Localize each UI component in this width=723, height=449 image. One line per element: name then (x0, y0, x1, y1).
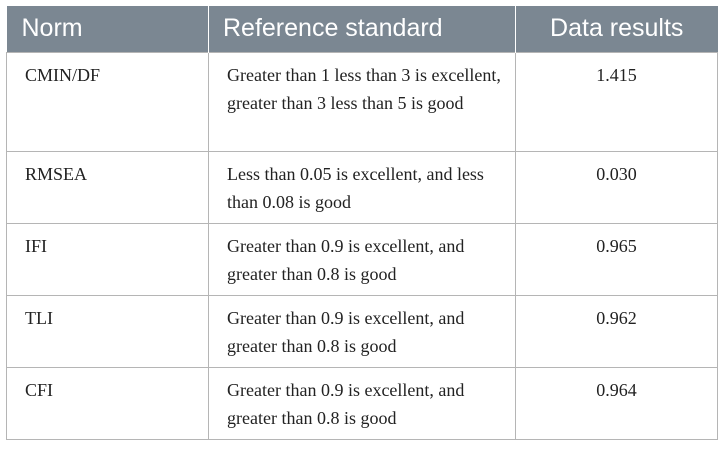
header-norm: Norm (6, 6, 209, 52)
table-row: CFI Greater than 0.9 is excellent, and g… (6, 366, 718, 440)
result-cell: 0.965 (515, 222, 718, 296)
header-row: Norm Reference standard Data results (6, 6, 718, 52)
reference-cell: Greater than 0.9 is excellent, and great… (208, 366, 516, 440)
reference-cell: Greater than 0.9 is excellent, and great… (208, 222, 516, 296)
table-header: Norm Reference standard Data results (6, 6, 718, 52)
table-row: CMIN/DF Greater than 1 less than 3 is ex… (6, 51, 718, 152)
norm-cell: RMSEA (6, 150, 209, 224)
result-cell: 1.415 (515, 51, 718, 152)
result-cell: 0.030 (515, 150, 718, 224)
table-body: CMIN/DF Greater than 1 less than 3 is ex… (6, 51, 718, 440)
reference-cell: Greater than 1 less than 3 is excellent,… (208, 51, 516, 152)
header-data-results: Data results (515, 6, 718, 52)
norm-cell: IFI (6, 222, 209, 296)
norm-cell: CMIN/DF (6, 51, 209, 152)
result-cell: 0.962 (515, 294, 718, 368)
norm-cell: CFI (6, 366, 209, 440)
table-row: TLI Greater than 0.9 is excellent, and g… (6, 294, 718, 368)
result-cell: 0.964 (515, 366, 718, 440)
reference-cell: Greater than 0.9 is excellent, and great… (208, 294, 516, 368)
fit-indices-table: Norm Reference standard Data results CMI… (6, 6, 718, 440)
reference-cell: Less than 0.05 is excellent, and less th… (208, 150, 516, 224)
table-row: RMSEA Less than 0.05 is excellent, and l… (6, 150, 718, 224)
table-row: IFI Greater than 0.9 is excellent, and g… (6, 222, 718, 296)
header-reference-standard: Reference standard (208, 6, 516, 52)
norm-cell: TLI (6, 294, 209, 368)
